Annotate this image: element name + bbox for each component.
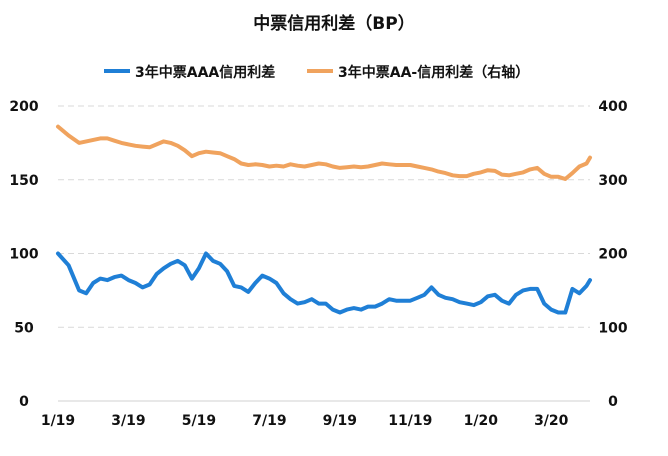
series-lines <box>56 124 592 315</box>
y-right-tick-label: 100 <box>598 320 627 336</box>
legend-label-aa-minus: 3年中票AA-信用利差（右轴） <box>338 64 529 81</box>
x-tick-label: 1/20 <box>464 413 499 429</box>
x-tick-label: 11/19 <box>388 413 432 429</box>
x-tick-label: 1/19 <box>41 413 75 429</box>
y-right-tick-label: 400 <box>598 99 627 115</box>
series-line-aaa <box>56 251 592 315</box>
x-tick-label: 5/19 <box>182 413 216 429</box>
y-left-tick-label: 50 <box>14 320 34 336</box>
x-axis-ticks: 1/19 3/19 5/19 7/19 9/19 11/19 1/20 3/20 <box>41 413 569 429</box>
y-left-tick-label: 200 <box>9 99 38 115</box>
y-left-tick-label: 0 <box>19 394 29 410</box>
legend-label-aaa: 3年中票AAA信用利差 <box>135 64 275 81</box>
y-right-tick-label: 200 <box>598 247 627 263</box>
right-axis-ticks: 0 100 200 300 400 <box>598 99 627 410</box>
chart-title: 中票信用利差（BP） <box>253 13 414 34</box>
series-line-aa-minus <box>56 124 592 181</box>
gridlines <box>58 105 590 402</box>
x-tick-label: 9/19 <box>323 413 357 429</box>
x-tick-label: 3/20 <box>534 413 569 429</box>
y-left-tick-label: 150 <box>9 173 38 189</box>
x-tick-label: 7/19 <box>252 413 286 429</box>
legend: 3年中票AAA信用利差 3年中票AA-信用利差（右轴） <box>104 64 529 81</box>
y-left-tick-label: 100 <box>9 247 38 263</box>
x-tick-label: 3/19 <box>111 413 145 429</box>
y-right-tick-label: 300 <box>598 173 627 189</box>
y-right-tick-label: 0 <box>608 394 618 410</box>
left-axis-ticks: 0 50 100 150 200 <box>9 99 38 410</box>
